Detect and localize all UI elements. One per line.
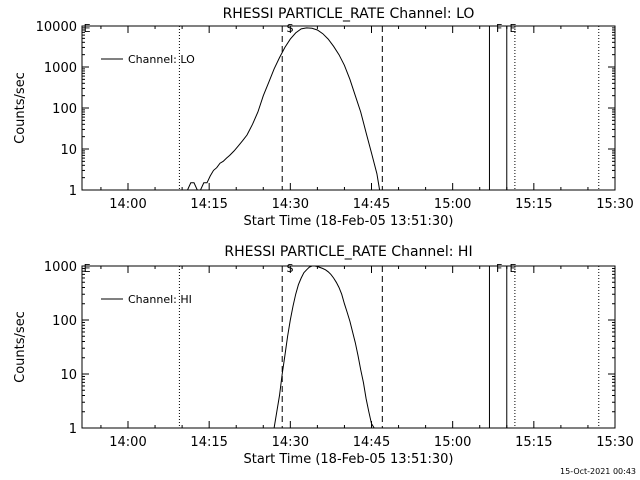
chart-title: RHESSI PARTICLE_RATE Channel: LO [223, 6, 475, 22]
series-line [187, 27, 381, 191]
x-tick-label: 15:00 [434, 197, 471, 212]
y-tick-label: 100 [52, 102, 77, 117]
event-flag-label: E [84, 262, 91, 275]
x-axis-label: Start Time (18-Feb-05 13:51:30) [244, 452, 454, 467]
panel-lo: RHESSI PARTICLE_RATE Channel: LO 1 10 100 10… [13, 6, 634, 229]
x-tick-label: 15:30 [596, 435, 633, 450]
y-axis-label: Counts/sec [13, 72, 28, 144]
y-axis-label: Counts/sec [13, 311, 28, 383]
x-tick-label: 14:00 [109, 197, 146, 212]
x-tick-label: 15:30 [596, 197, 633, 212]
legend-label: Channel: LO [128, 53, 195, 66]
x-tick-label: 14:45 [353, 435, 390, 450]
legend-label: Channel: HI [128, 293, 192, 306]
event-flag-label: E [509, 262, 516, 275]
event-flag-label: E [509, 22, 516, 35]
y-tick-label: 10 [60, 143, 77, 158]
x-tick-label: 14:30 [272, 435, 309, 450]
event-flag-label: S [287, 262, 294, 275]
x-tick-label: 14:45 [353, 197, 390, 212]
x-tick-label: 14:15 [190, 435, 227, 450]
y-tick-label: 100 [52, 314, 77, 329]
footer-timestamp: 15-Oct-2021 00:43 [560, 467, 636, 476]
x-tick-label: 14:00 [109, 435, 146, 450]
y-tick-label: 1000 [44, 61, 77, 76]
event-flag-label: S [287, 22, 294, 35]
y-tick-label: 10000 [36, 20, 77, 35]
plot-frame [81, 265, 616, 429]
y-tick-label: 1 [69, 184, 77, 199]
event-flag-label: F [496, 22, 502, 35]
series-line [273, 265, 375, 429]
x-tick-label: 14:15 [190, 197, 227, 212]
panel-hi: RHESSI PARTICLE_RATE Channel: HI 1 10 100 10… [13, 244, 634, 467]
x-axis-label: Start Time (18-Feb-05 13:51:30) [244, 214, 454, 229]
event-flag-label: F [496, 262, 502, 275]
y-tick-label: 1 [69, 422, 77, 437]
x-tick-label: 15:15 [515, 197, 552, 212]
y-tick-label: 10 [60, 368, 77, 383]
event-flag-label: E [84, 22, 91, 35]
x-tick-label: 15:00 [434, 435, 471, 450]
x-tick-label: 15:15 [515, 435, 552, 450]
chart-title: RHESSI PARTICLE_RATE Channel: HI [224, 244, 472, 260]
y-tick-label: 1000 [44, 260, 77, 275]
x-tick-label: 14:30 [272, 197, 309, 212]
